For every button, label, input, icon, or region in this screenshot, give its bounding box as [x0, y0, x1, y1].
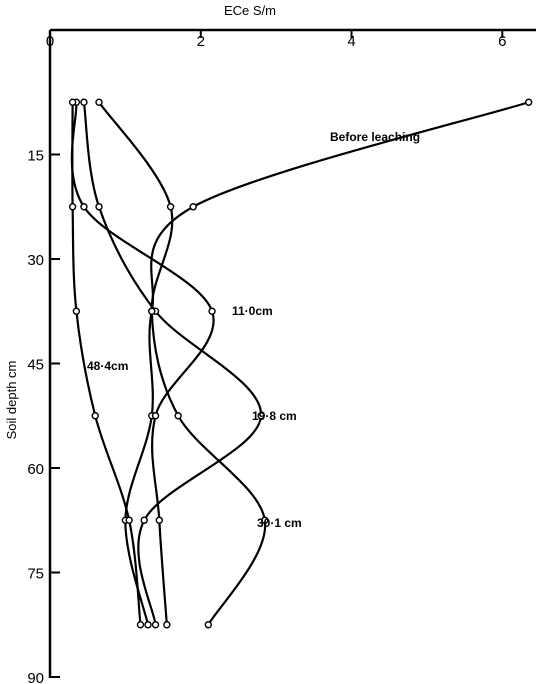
- data-point: [80, 203, 88, 211]
- tick-labels: 0 2 4 6 15 30 45 60 75 90: [27, 30, 506, 684]
- series-line-5: [71, 101, 142, 626]
- data-point: [72, 307, 81, 315]
- data-point: [524, 98, 533, 106]
- data-point: [166, 203, 175, 211]
- data-point: [204, 621, 213, 629]
- series-line-4: [97, 101, 267, 626]
- curve-label: 11·0cm: [232, 304, 273, 318]
- series-curves: [70, 101, 530, 626]
- annotations: Before leaching 11·0cm 19·8 cm 30·1 cm 48·4c…: [87, 130, 420, 530]
- data-point: [140, 516, 148, 524]
- data-point: [125, 516, 133, 524]
- data-point: [95, 203, 103, 211]
- data-point: [68, 203, 77, 211]
- x-tick-label: 2: [197, 33, 205, 50]
- data-point: [91, 412, 99, 420]
- x-tick-label: 6: [498, 33, 506, 50]
- axes: [48, 28, 536, 678]
- y-tick-label: 30: [27, 252, 44, 269]
- y-axis-title: Soil depth cm: [4, 361, 19, 440]
- data-markers: [68, 98, 533, 629]
- data-point: [257, 412, 265, 420]
- y-tick-label: 15: [27, 148, 44, 165]
- data-point: [151, 412, 160, 420]
- y-tick-label: 90: [27, 670, 44, 684]
- x-tick-label: 0: [46, 33, 54, 50]
- curve-label: 48·4cm: [87, 359, 128, 373]
- y-tick-label: 75: [27, 566, 44, 583]
- curve-label: 30·1 cm: [257, 516, 302, 530]
- x-tick-label: 4: [347, 33, 355, 50]
- curve-label: Before leaching: [330, 130, 420, 144]
- data-point: [144, 621, 152, 629]
- data-point: [151, 621, 160, 629]
- data-point: [148, 307, 156, 315]
- curve-label: 19·8 cm: [252, 409, 297, 423]
- data-point: [174, 412, 182, 420]
- data-point: [95, 98, 103, 106]
- series-line-1: [124, 101, 530, 626]
- data-point: [208, 307, 216, 315]
- data-point: [68, 98, 77, 106]
- data-point: [136, 621, 145, 629]
- y-tick-label: 45: [27, 357, 44, 374]
- data-point: [80, 98, 88, 106]
- data-point: [261, 516, 269, 524]
- y-tick-label: 60: [27, 461, 44, 478]
- x-axis-title: ECe S/m: [224, 3, 276, 18]
- data-point: [155, 516, 164, 524]
- data-point: [163, 621, 171, 629]
- data-point: [189, 203, 197, 211]
